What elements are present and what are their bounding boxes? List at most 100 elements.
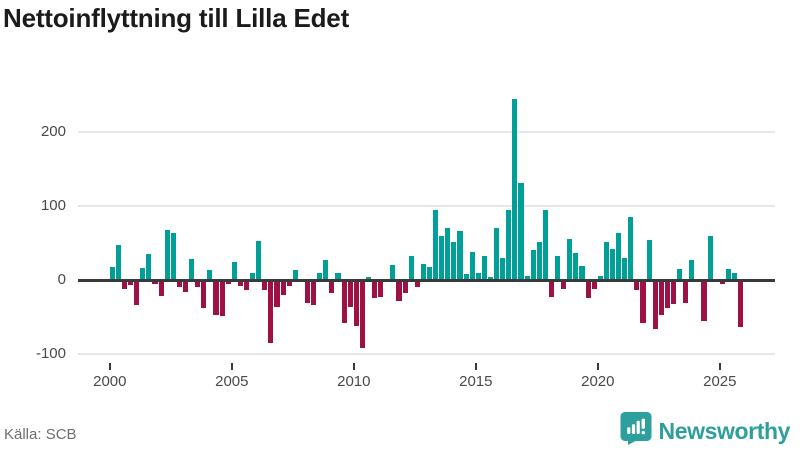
x-axis-label-2015: 2015 (459, 373, 493, 390)
bar-2010Q3 (365, 277, 372, 280)
bar-2021Q1 (622, 257, 628, 280)
bar-2002Q2 (164, 229, 170, 280)
bar-2013Q3 (439, 235, 445, 280)
x-tick-2005 (230, 363, 233, 370)
bar-2025Q1 (719, 280, 725, 285)
bar-2012Q1 (402, 280, 408, 293)
newsworthy-logo: Newsworthy (620, 411, 790, 450)
bar-2004Q2 (213, 280, 219, 316)
bar-2013Q2 (433, 209, 439, 280)
bar-2000Q2 (115, 245, 121, 280)
bar-2016Q3 (512, 99, 518, 280)
bar-2010Q1 (353, 280, 359, 326)
bar-2007Q1 (280, 280, 286, 296)
bar-2001Q4 (152, 280, 158, 285)
bar-2015Q2 (481, 256, 487, 280)
bar-2024Q3 (707, 236, 713, 280)
bar-2021Q2 (628, 216, 634, 280)
x-tick-2020 (596, 363, 599, 370)
x-tick-2010 (352, 363, 355, 370)
gridline-y--100 (78, 352, 775, 355)
bar-2009Q2 (335, 272, 341, 280)
bar-2014Q2 (457, 231, 463, 280)
bar-2022Q4 (664, 280, 670, 309)
bar-2022Q2 (652, 280, 658, 329)
bar-2025Q3 (731, 272, 738, 280)
x-axis-label-2005: 2005 (215, 373, 249, 390)
bar-2020Q1 (597, 276, 603, 280)
bar-2006Q4 (274, 280, 280, 308)
x-tick-2000 (108, 363, 111, 370)
newsworthy-icon (620, 411, 652, 450)
bar-2019Q4 (591, 280, 597, 289)
bar-2024Q2 (701, 280, 707, 321)
bar-2009Q1 (329, 280, 335, 294)
y-axis-label-100: 100 (40, 197, 66, 215)
bar-2009Q4 (347, 280, 353, 307)
bar-2012Q2 (408, 255, 414, 280)
bar-2018Q4 (567, 239, 573, 280)
bar-2011Q4 (396, 280, 402, 301)
bar-2005Q4 (250, 273, 256, 280)
bar-2015Q4 (494, 227, 500, 280)
bar-2023Q2 (677, 268, 683, 280)
bar-2008Q2 (311, 280, 317, 306)
bar-2002Q4 (176, 280, 182, 288)
bar-2003Q2 (189, 259, 195, 280)
bar-2005Q3 (243, 280, 250, 291)
bar-2020Q2 (603, 241, 609, 280)
x-axis-label-2025: 2025 (703, 373, 737, 390)
bar-2012Q4 (420, 263, 426, 280)
bar-2019Q1 (573, 252, 579, 280)
bar-2000Q1 (109, 267, 115, 280)
bar-2004Q1 (207, 269, 213, 280)
bar-2023Q1 (670, 280, 677, 305)
bar-2012Q3 (414, 280, 420, 287)
bar-2022Q3 (658, 280, 664, 315)
bar-2010Q4 (372, 280, 378, 299)
gridline-y-100 (78, 205, 775, 208)
bar-2016Q2 (506, 209, 512, 280)
x-axis-label-2010: 2010 (337, 373, 371, 390)
bar-2001Q1 (134, 280, 140, 306)
bar-2016Q1 (500, 257, 506, 280)
bar-2014Q1 (451, 241, 457, 280)
bar-2019Q3 (585, 280, 591, 298)
bar-2003Q3 (195, 280, 201, 288)
bar-2003Q1 (182, 280, 189, 292)
x-tick-2015 (474, 363, 477, 370)
bar-2008Q3 (317, 272, 323, 280)
y-axis-label-0: 0 (57, 271, 66, 288)
bar-2002Q3 (170, 232, 176, 280)
bar-2019Q2 (579, 265, 585, 280)
y-axis-label-200: 200 (40, 123, 66, 141)
bar-2020Q3 (609, 249, 616, 280)
bar-2006Q2 (262, 280, 268, 291)
gridline-y-200 (78, 131, 775, 134)
newsworthy-wordmark: Newsworthy (658, 417, 791, 444)
bar-2013Q1 (426, 267, 433, 280)
y-axis-label--100: -100 (35, 344, 66, 362)
bar-2000Q3 (121, 280, 128, 289)
bar-2001Q3 (146, 254, 152, 280)
bar-2017Q2 (530, 250, 536, 280)
bar-2023Q4 (689, 260, 695, 280)
bar-2020Q4 (616, 232, 622, 280)
bar-2018Q3 (561, 280, 567, 289)
bar-2011Q1 (378, 280, 384, 297)
bar-2018Q2 (555, 256, 561, 280)
bar-2025Q4 (738, 280, 744, 328)
bar-2015Q3 (487, 277, 494, 280)
bar-2008Q1 (304, 280, 311, 303)
bar-2023Q3 (683, 280, 689, 303)
x-axis-label-2020: 2020 (581, 373, 615, 390)
bar-2021Q4 (640, 280, 646, 323)
bar-2013Q4 (445, 228, 451, 280)
bar-2014Q4 (469, 251, 475, 280)
bar-2005Q1 (231, 262, 237, 280)
bar-2016Q4 (518, 182, 524, 280)
bar-2008Q4 (323, 260, 329, 280)
bar-2017Q4 (542, 209, 548, 280)
bar-2015Q1 (475, 272, 481, 280)
bar-2006Q3 (268, 280, 274, 343)
